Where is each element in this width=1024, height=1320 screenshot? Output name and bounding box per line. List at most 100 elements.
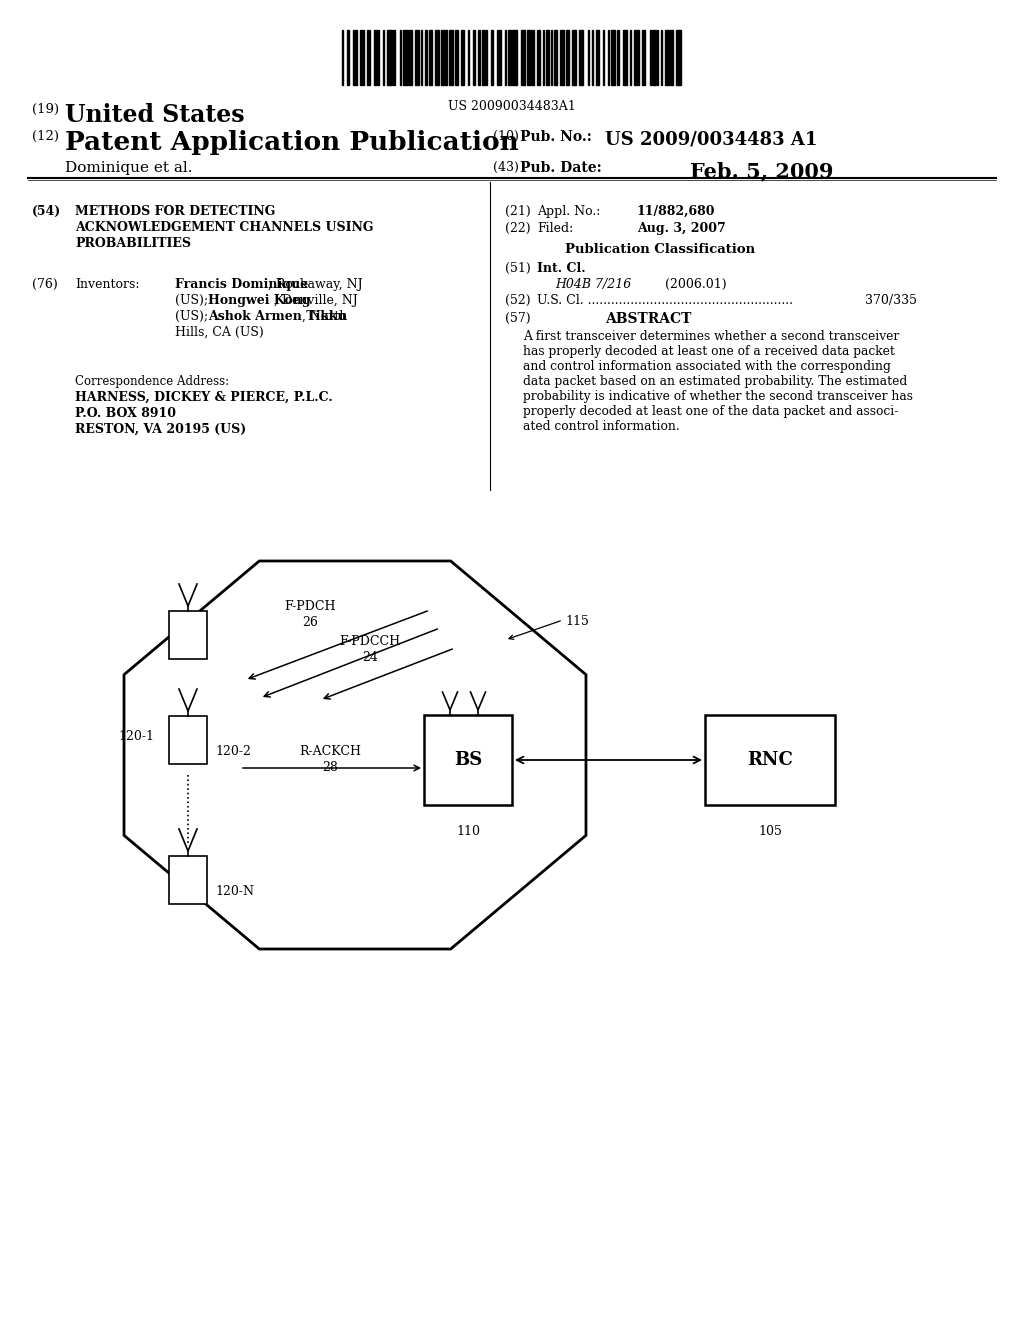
Bar <box>403 30 409 84</box>
Bar <box>450 30 453 84</box>
Bar <box>456 30 458 84</box>
Bar <box>592 30 594 84</box>
Text: 26: 26 <box>302 616 317 630</box>
Text: Filed:: Filed: <box>537 222 573 235</box>
Bar <box>490 30 494 84</box>
Text: F-PDCCH: F-PDCCH <box>339 635 400 648</box>
Text: Correspondence Address:: Correspondence Address: <box>75 375 229 388</box>
Bar <box>512 30 517 84</box>
Text: data packet based on an estimated probability. The estimated: data packet based on an estimated probab… <box>523 375 907 388</box>
Bar <box>603 30 604 84</box>
Text: Feb. 5, 2009: Feb. 5, 2009 <box>690 161 834 181</box>
Bar <box>676 30 681 84</box>
Bar <box>623 30 627 84</box>
Text: R-ACKCH: R-ACKCH <box>299 744 361 758</box>
Text: Publication Classification: Publication Classification <box>565 243 755 256</box>
Text: 120-N: 120-N <box>215 884 254 898</box>
Text: H04B 7/216: H04B 7/216 <box>555 279 631 290</box>
Bar <box>342 30 343 84</box>
Text: probability is indicative of whether the second transceiver has: probability is indicative of whether the… <box>523 389 913 403</box>
Bar <box>378 30 379 84</box>
Bar <box>666 30 669 84</box>
Bar <box>637 30 640 84</box>
Bar <box>352 30 357 84</box>
Bar <box>555 30 557 84</box>
Bar <box>435 30 439 84</box>
Bar <box>364 30 365 84</box>
Text: , Rockaway, NJ: , Rockaway, NJ <box>268 279 364 290</box>
Text: (54): (54) <box>32 205 61 218</box>
Text: Int. Cl.: Int. Cl. <box>537 261 586 275</box>
Text: Appl. No.:: Appl. No.: <box>537 205 600 218</box>
Bar <box>424 715 512 805</box>
Bar <box>546 30 549 84</box>
Text: F-PDCH: F-PDCH <box>285 601 336 612</box>
Bar <box>509 30 511 84</box>
Bar <box>660 30 662 84</box>
Text: 120-1: 120-1 <box>118 730 154 743</box>
Bar <box>611 30 614 84</box>
Text: A first transceiver determines whether a second transceiver: A first transceiver determines whether a… <box>523 330 899 343</box>
Bar <box>551 30 552 84</box>
Bar <box>383 30 384 84</box>
Bar <box>537 30 541 84</box>
Bar <box>169 855 207 904</box>
Bar <box>415 30 419 84</box>
Text: (51): (51) <box>505 261 530 275</box>
Text: 11/882,680: 11/882,680 <box>637 205 716 218</box>
Text: ABSTRACT: ABSTRACT <box>605 312 691 326</box>
Text: PROBABILITIES: PROBABILITIES <box>75 238 191 249</box>
Text: US 2009/0034483 A1: US 2009/0034483 A1 <box>605 129 817 148</box>
Bar <box>642 30 645 84</box>
Text: and control information associated with the corresponding: and control information associated with … <box>523 360 891 374</box>
Bar <box>634 30 636 84</box>
Text: 115: 115 <box>565 615 589 628</box>
Bar <box>468 30 469 84</box>
Bar <box>505 30 506 84</box>
Text: (10): (10) <box>493 129 519 143</box>
Text: (21): (21) <box>505 205 530 218</box>
Bar <box>497 30 502 84</box>
Text: Hills, CA (US): Hills, CA (US) <box>175 326 264 339</box>
Text: 28: 28 <box>323 762 338 774</box>
Bar <box>429 30 432 84</box>
Text: P.O. BOX 8910: P.O. BOX 8910 <box>75 407 176 420</box>
Bar <box>461 30 464 84</box>
Text: US 20090034483A1: US 20090034483A1 <box>449 100 575 114</box>
Bar <box>367 30 371 84</box>
Text: United States: United States <box>65 103 245 127</box>
Bar <box>473 30 475 84</box>
Text: 24: 24 <box>362 651 378 664</box>
Bar <box>374 30 376 84</box>
Text: Hongwei Kong: Hongwei Kong <box>208 294 310 308</box>
Text: RNC: RNC <box>748 751 793 770</box>
Text: (US);: (US); <box>175 294 212 308</box>
Text: ated control information.: ated control information. <box>523 420 680 433</box>
Text: Pub. No.:: Pub. No.: <box>520 129 592 144</box>
Bar <box>444 30 447 84</box>
Text: (12): (12) <box>32 129 59 143</box>
Bar <box>617 30 620 84</box>
Text: 370/335: 370/335 <box>865 294 918 308</box>
Bar <box>705 715 835 805</box>
Bar <box>527 30 530 84</box>
Bar <box>478 30 480 84</box>
Text: (19): (19) <box>32 103 59 116</box>
Text: ACKNOWLEDGEMENT CHANNELS USING: ACKNOWLEDGEMENT CHANNELS USING <box>75 220 374 234</box>
Bar <box>482 30 484 84</box>
Bar <box>169 611 207 659</box>
Bar <box>410 30 412 84</box>
Text: BS: BS <box>454 751 482 770</box>
Bar <box>169 715 207 764</box>
Text: (52): (52) <box>505 294 530 308</box>
Bar <box>630 30 631 84</box>
Bar <box>347 30 349 84</box>
Bar <box>359 30 362 84</box>
Bar <box>425 30 427 84</box>
Text: (22): (22) <box>505 222 530 235</box>
Bar <box>596 30 599 84</box>
Text: , North: , North <box>301 310 347 323</box>
Text: 110: 110 <box>456 825 480 838</box>
Text: 105: 105 <box>758 825 782 838</box>
Bar <box>521 30 525 84</box>
